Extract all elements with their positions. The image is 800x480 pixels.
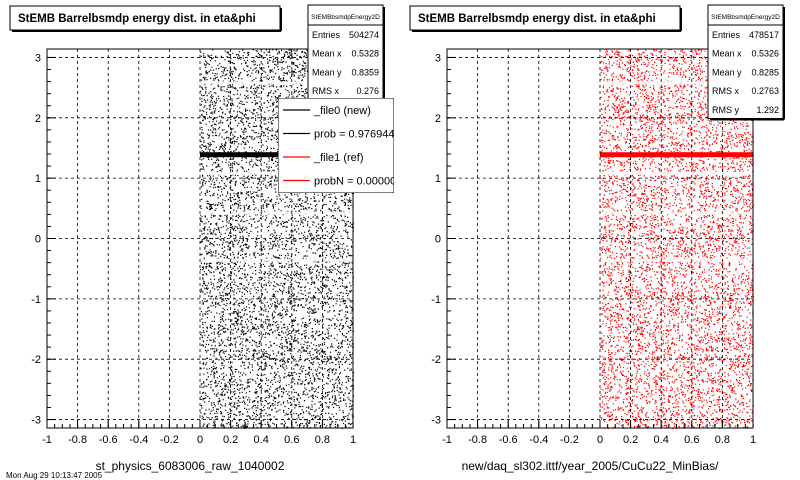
y-tick-label: 0	[435, 234, 441, 246]
legend-entry: prob = 0.976944	[314, 129, 394, 141]
stats-label: RMS x	[712, 86, 740, 96]
dense-band	[600, 152, 753, 158]
gap-band	[600, 258, 753, 262]
y-tick-label: 3	[35, 52, 41, 64]
stats-label: RMS x	[312, 86, 340, 96]
x-tick-label: -0.2	[160, 434, 179, 446]
stats-value: 478517	[749, 30, 779, 40]
y-tick-label: 1	[35, 173, 41, 185]
y-axis: -3 -2 -1 0 1 2 3	[431, 52, 456, 427]
x-tick-label: 1	[350, 434, 356, 446]
chart-title: StEMB Barrelbsmdp energy dist. in eta&ph…	[18, 13, 256, 25]
x-tick-label: 0.8	[715, 434, 730, 446]
legend: _file0 (new) prob = 0.976944 _file1 (ref) p…	[278, 98, 402, 193]
stats-label: RMS y	[712, 105, 740, 115]
x-tick-label: -1	[442, 434, 452, 446]
y-axis: -3 -2 -1 0 1 2 3	[31, 52, 56, 427]
legend-entry: _file1 (ref)	[313, 152, 364, 164]
stats-value: 0.8285	[751, 67, 779, 77]
y-tick-label: -1	[31, 294, 41, 306]
stats-box: StEMBbsmdpEnergy2D Entries 478517 Mean x 0.5…	[707, 4, 785, 121]
y-tick-label: 0	[35, 234, 41, 246]
stats-label: Mean x	[712, 49, 742, 59]
x-tick-label: 0	[597, 434, 603, 446]
stats-label: Mean x	[312, 49, 342, 59]
x-axis-label: new/daq_sl302.ittf/year_2005/CuCu22_MinB…	[462, 459, 719, 473]
dense-band	[200, 152, 353, 158]
x-tick-label: -0.8	[468, 434, 487, 446]
stats-label: Entries	[312, 30, 341, 40]
y-tick-label: 1	[435, 173, 441, 185]
gap-band	[200, 211, 353, 215]
gap-band	[600, 211, 753, 215]
stats-box: StEMBbsmdpEnergy2D Entries 504274 Mean x 0.5…	[307, 4, 385, 102]
legend-entry: _file0 (new)	[313, 105, 371, 117]
stats-value: 0.2763	[751, 86, 779, 96]
x-tick-label: 1	[750, 434, 756, 446]
title-frame	[9, 5, 281, 31]
stats-frame	[307, 4, 384, 101]
x-tick-label: 0.8	[315, 434, 330, 446]
scatter-density	[200, 49, 355, 430]
x-tick-label: 0.4	[654, 434, 669, 446]
x-tick-label: -0.6	[499, 434, 518, 446]
footer-timestamp: Mon Aug 29 10:13:47 2005	[6, 471, 103, 480]
y-tick-label: -3	[431, 415, 441, 427]
legend-entry: probN = 0.000000	[314, 176, 402, 188]
x-tick-label: -0.8	[68, 434, 87, 446]
stats-label: Mean y	[312, 67, 342, 77]
gap-band	[200, 81, 353, 85]
grid	[447, 49, 753, 428]
stats-value: 0.276	[356, 86, 379, 96]
y-tick-label: 2	[435, 113, 441, 125]
chart-title: StEMB Barrelbsmdp energy dist. in eta&ph…	[418, 13, 656, 25]
x-tick-label: -0.6	[99, 434, 118, 446]
y-tick-label: -3	[31, 415, 41, 427]
y-tick-label: -2	[31, 354, 41, 366]
y-tick-label: 2	[35, 113, 41, 125]
right-plot-panel: -1 -0.8 -0.6 -0.4 -0.2 0 0.2 0.4 0.6 0.8 1 -3 -2 -1 0 1…	[409, 4, 785, 473]
gap-band	[200, 258, 353, 262]
x-tick-label: -0.4	[129, 434, 148, 446]
stats-label: Entries	[712, 30, 741, 40]
x-tick-label: 0.6	[684, 434, 699, 446]
stats-label: Mean y	[712, 67, 742, 77]
stats-value: 1.292	[756, 105, 779, 115]
x-axis: -1 -0.8 -0.6 -0.4 -0.2 0 0.2 0.4 0.6 0.8 1	[42, 420, 356, 446]
scatter-points	[200, 49, 355, 430]
x-tick-label: -0.2	[560, 434, 579, 446]
x-axis: -1 -0.8 -0.6 -0.4 -0.2 0 0.2 0.4 0.6 0.8 1	[442, 420, 756, 446]
gap-band	[200, 171, 353, 175]
stats-value: 0.5328	[351, 49, 379, 59]
title-box: StEMB Barrelbsmdp energy dist. in eta&ph…	[409, 5, 682, 32]
x-tick-label: 0	[197, 434, 203, 446]
x-tick-label: 0.2	[223, 434, 238, 446]
scatter-points	[600, 49, 755, 430]
gap-band	[600, 171, 753, 175]
title-box: StEMB Barrelbsmdp energy dist. in eta&ph…	[9, 5, 282, 32]
stats-frame	[707, 4, 784, 119]
stats-name: StEMBbsmdpEnergy2D	[311, 14, 380, 21]
x-tick-label: 0.6	[284, 434, 299, 446]
stats-name: StEMBbsmdpEnergy2D	[711, 14, 780, 21]
gap-band	[600, 81, 753, 85]
stats-value: 0.8359	[351, 67, 379, 77]
legend-frame	[278, 98, 394, 193]
x-tick-label: 0.2	[623, 434, 638, 446]
stats-value: 504274	[349, 30, 379, 40]
y-tick-label: -2	[431, 354, 441, 366]
y-tick-label: -1	[431, 294, 441, 306]
y-tick-label: 3	[435, 52, 441, 64]
x-axis-label: st_physics_6083006_raw_1040002	[96, 459, 285, 473]
title-frame	[409, 5, 681, 31]
x-tick-label: -0.4	[529, 434, 548, 446]
x-tick-label: 0.4	[254, 434, 269, 446]
x-tick-label: -1	[42, 434, 52, 446]
stats-value: 0.5326	[751, 49, 779, 59]
left-plot-panel: -1 -0.8 -0.6 -0.4 -0.2 0 0.2 0.4 0.6 0.8 1 -3 -2 -1 0 1…	[9, 4, 402, 473]
